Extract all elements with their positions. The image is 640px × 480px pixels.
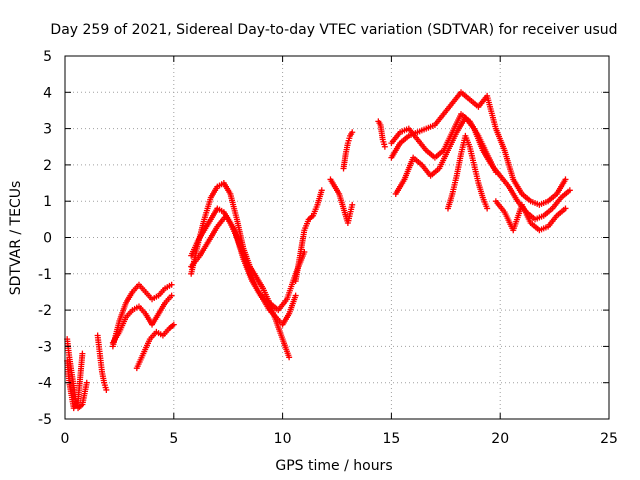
y-tick-label: 3 [43,122,52,138]
x-tick-label: 10 [274,431,292,447]
series-track-2 [64,350,86,412]
data-point [168,292,175,299]
data-point [381,143,388,150]
series-track-11 [327,176,356,226]
data-point [318,187,325,194]
series-track-13 [375,118,388,150]
data-point [562,176,569,183]
grid-lines [65,56,609,419]
x-tick-label: 0 [61,431,70,447]
y-tick-label: -3 [38,339,52,355]
y-tick-label: 0 [43,231,52,247]
x-tick-label: 20 [491,431,509,447]
data-point [562,205,569,212]
y-tick-labels: -5 -4 -3 -2 -1 0 1 2 3 4 5 [38,49,52,428]
series-track-14 [388,89,569,208]
series-track-6 [133,321,177,372]
tick-marks [64,55,610,420]
series-track-17 [444,132,491,212]
data-point [566,187,573,194]
data-point [292,292,299,299]
x-tick-label: 25 [600,431,618,447]
series-track-3 [94,332,110,393]
x-tick-labels: 0 5 10 15 20 25 [61,431,618,447]
y-tick-label: 1 [43,194,52,210]
y-tick-label: -1 [38,267,52,283]
x-tick-label: 15 [382,431,400,447]
data-point [349,201,356,208]
y-tick-label: -5 [38,412,52,428]
series-track-18 [492,198,569,234]
data-points [64,89,573,412]
x-axis-label: GPS time / hours [275,458,392,474]
data-point [170,321,177,328]
y-tick-label: -4 [38,376,52,392]
data-point [79,350,86,357]
data-point [286,354,293,361]
series-track-5 [109,292,175,346]
data-point [103,386,110,393]
y-axis-label: SDTVAR / TECUs [8,181,24,296]
chart-title: Day 259 of 2021, Sidereal Day-to-day VTE… [50,22,617,38]
series-track-10 [292,187,325,285]
data-point [484,205,491,212]
x-tick-label: 5 [169,431,178,447]
y-tick-label: 5 [43,49,52,65]
series-track-12 [340,129,356,172]
y-tick-label: 2 [43,158,52,174]
y-tick-label: -2 [38,303,52,319]
data-point [83,379,90,386]
y-tick-label: 4 [43,85,52,101]
data-point [349,129,356,136]
data-point [168,281,175,288]
